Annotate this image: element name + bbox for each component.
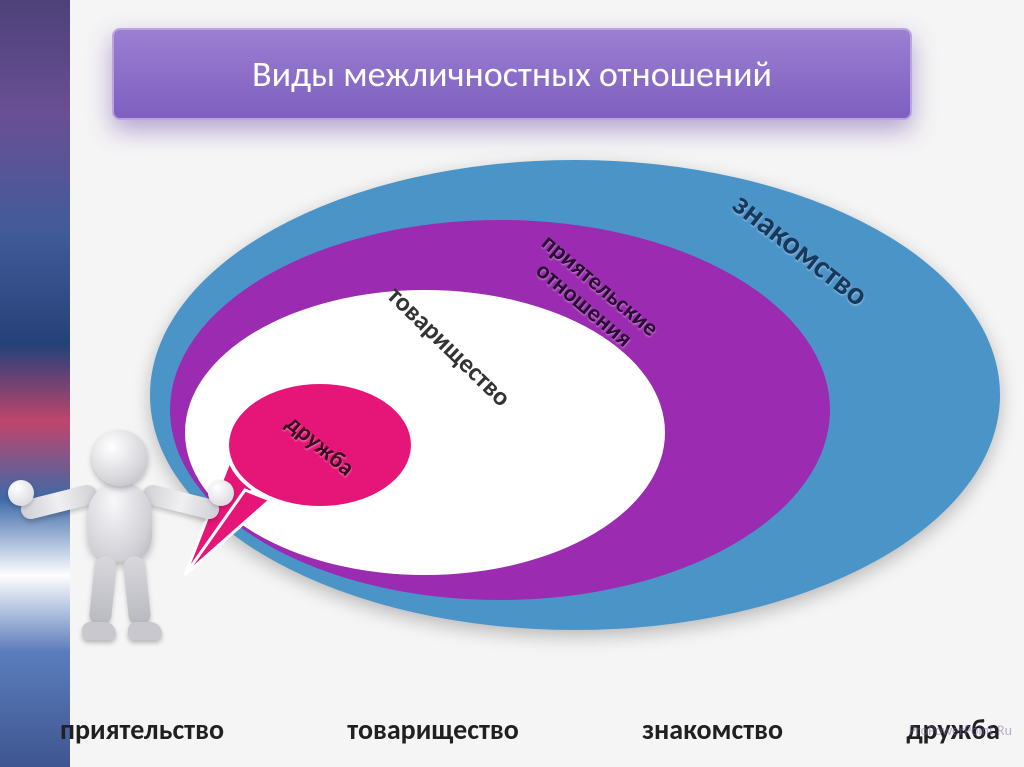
bottom-word-1: товарищество (347, 712, 519, 747)
bottom-words: приятельство товарищество знакомство дру… (60, 712, 1000, 747)
watermark: ProPowerPoint.Ru (909, 722, 1012, 739)
figure-icon (30, 430, 200, 650)
title-text: Виды межличностных отношений (252, 52, 772, 96)
speech-bubble: дружба (225, 380, 415, 510)
speech-bubble-label: дружба (280, 408, 360, 482)
bottom-word-2: знакомство (642, 712, 783, 747)
title-banner: Виды межличностных отношений (112, 28, 912, 120)
bottom-word-0: приятельство (60, 712, 224, 747)
slide: Виды межличностных отношений знакомство … (0, 0, 1024, 767)
